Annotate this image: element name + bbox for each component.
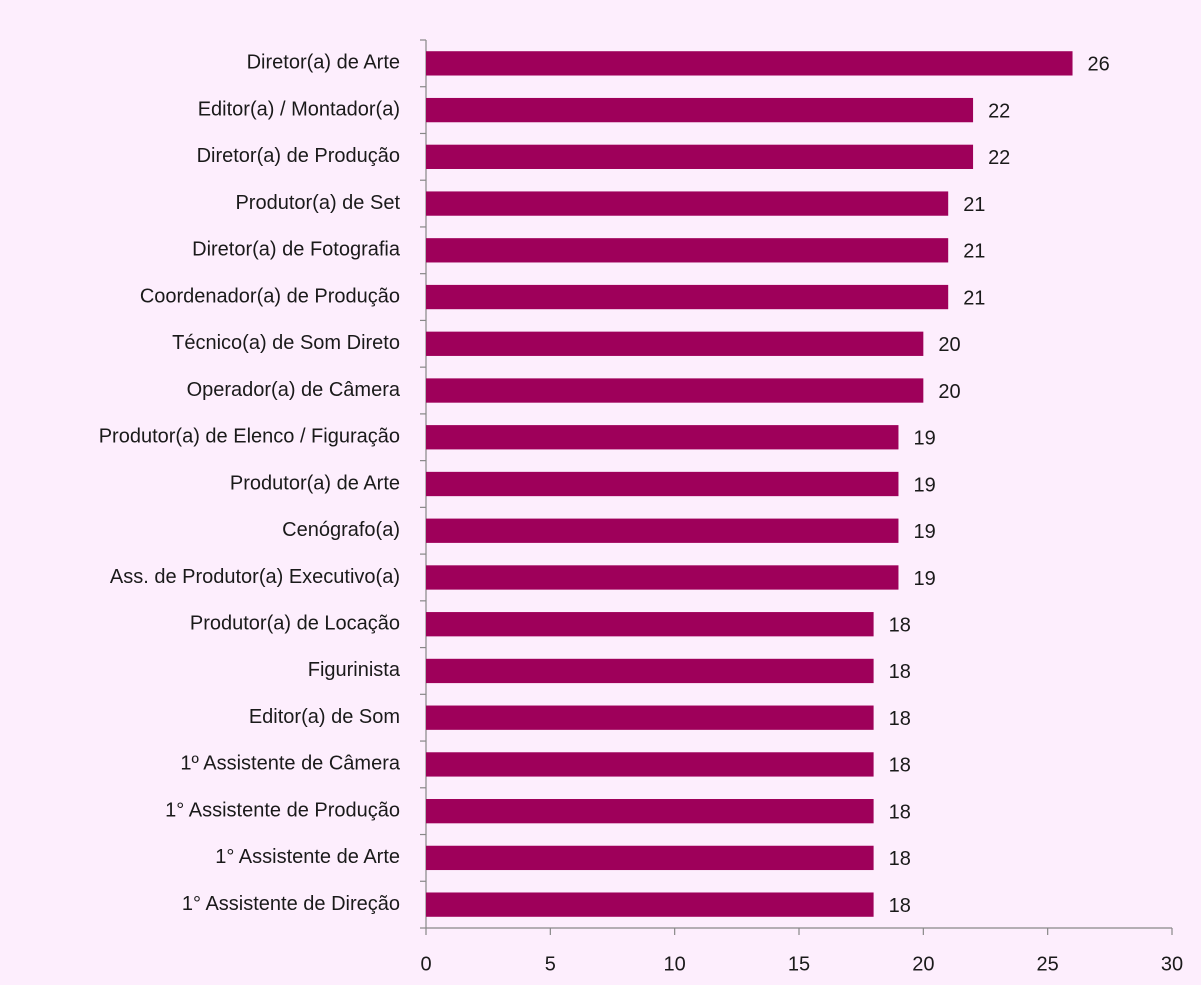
data-label: 22: [988, 147, 1010, 169]
y-tick-label: Técnico(a) de Som Direto: [172, 332, 400, 354]
y-tick-label: Produtor(a) de Locação: [190, 612, 400, 634]
bar: [426, 658, 874, 684]
bar: [426, 378, 924, 403]
y-tick-label: Coordenador(a) de Produção: [140, 285, 400, 307]
data-label: 18: [889, 848, 911, 870]
y-tick-label: Diretor(a) de Arte: [247, 52, 400, 74]
data-label: 18: [889, 895, 911, 917]
data-label: 18: [889, 755, 911, 777]
bar: [426, 565, 899, 590]
data-label: 19: [913, 521, 935, 543]
y-tick-label: Editor(a) / Montador(a): [198, 98, 400, 120]
data-label: 21: [963, 241, 985, 263]
y-tick-label: 1° Assistente de Direção: [182, 893, 400, 915]
bar: [426, 191, 949, 216]
bar: [426, 799, 874, 824]
bar: [426, 471, 899, 497]
data-label: 19: [913, 568, 935, 590]
data-label: 18: [889, 801, 911, 823]
bar: [426, 752, 874, 777]
data-label: 22: [988, 100, 1010, 122]
data-label: 21: [963, 287, 985, 309]
data-label: 19: [913, 428, 935, 450]
data-label: 18: [889, 708, 911, 730]
y-tick-label: Produtor(a) de Set: [235, 192, 400, 214]
y-tick-label: 1º Assistente de Câmera: [180, 753, 401, 775]
data-label: 18: [889, 614, 911, 636]
data-label: 20: [938, 381, 960, 403]
bar: [426, 51, 1073, 76]
x-tick-label: 25: [1037, 953, 1059, 975]
x-tick-label: 20: [912, 953, 934, 975]
data-label: 19: [913, 474, 935, 496]
x-tick-label: 30: [1161, 953, 1183, 975]
bar: [426, 705, 874, 730]
data-label: 20: [938, 334, 960, 356]
data-label: 26: [1088, 54, 1110, 76]
x-tick-label: 15: [788, 953, 810, 975]
bar: [426, 284, 949, 310]
x-tick-label: 5: [545, 953, 556, 975]
bar: [426, 612, 874, 637]
bar: [426, 238, 949, 263]
y-tick-label: Operador(a) de Câmera: [187, 379, 401, 401]
y-tick-label: Figurinista: [308, 659, 401, 681]
bar: [426, 892, 874, 917]
bar: [426, 144, 974, 169]
y-tick-label: Editor(a) de Som: [249, 706, 400, 728]
y-tick-label: Cenógrafo(a): [282, 519, 400, 541]
y-tick-label: Ass. de Produtor(a) Executivo(a): [110, 566, 400, 588]
bar: [426, 331, 924, 356]
bar: [426, 845, 874, 871]
x-tick-label: 0: [420, 953, 431, 975]
y-tick-label: Produtor(a) de Arte: [230, 472, 400, 494]
y-tick-label: Diretor(a) de Produção: [197, 145, 400, 167]
bar: [426, 425, 899, 450]
bar: [426, 518, 899, 543]
bar: [426, 97, 974, 123]
y-tick-label: Produtor(a) de Elenco / Figuração: [99, 426, 400, 448]
y-tick-label: 1° Assistente de Arte: [215, 846, 400, 868]
data-label: 18: [889, 661, 911, 683]
data-label: 21: [963, 194, 985, 216]
x-tick-label: 10: [664, 953, 686, 975]
y-tick-label: 1° Assistente de Produção: [165, 799, 400, 821]
y-tick-label: Diretor(a) de Fotografia: [192, 239, 401, 261]
